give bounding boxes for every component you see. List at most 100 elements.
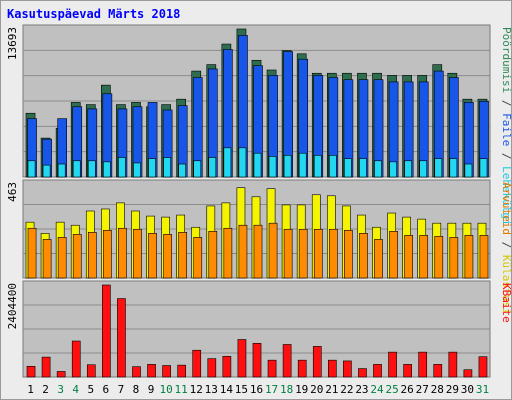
legend-entry: / <box>500 93 512 113</box>
bar-middle-arvuteid-day8 <box>133 228 142 279</box>
x-tick-label: 28 <box>431 383 444 396</box>
bar-bottom-kbaite-day8 <box>132 366 141 378</box>
bar-middle-arvuteid-day23 <box>359 233 368 279</box>
bar-top-lehekülgi-day5 <box>87 160 96 178</box>
bar-top-lehekülgi-day19 <box>298 152 307 178</box>
bar-middle-arvuteid-day15 <box>238 224 248 279</box>
legend-entry: / <box>500 146 512 166</box>
x-tick-label: 16 <box>250 383 263 396</box>
bar-bottom-kbaite-day15 <box>237 339 247 378</box>
bar-bottom-kbaite-day3 <box>56 371 66 378</box>
x-tick-label: 20 <box>310 383 323 396</box>
legend-entry: Lehekülgi <box>500 166 512 226</box>
bar-top-lehekülgi-day2 <box>42 164 51 178</box>
bar-top-lehekülgi-day10 <box>163 157 171 178</box>
bar-top-lehekülgi-day13 <box>208 157 217 178</box>
bar-top-lehekülgi-day1 <box>27 160 36 178</box>
bar-middle-arvuteid-day10 <box>163 234 172 279</box>
bar-top-lehekülgi-day29 <box>449 158 458 178</box>
x-tick-label: 30 <box>461 383 474 396</box>
bar-top-lehekülgi-day11 <box>178 163 187 178</box>
bar-bottom-kbaite-day21 <box>327 359 337 378</box>
x-tick-label: 4 <box>72 383 79 396</box>
bar-bottom-kbaite-day12 <box>192 349 202 378</box>
bar-bottom-kbaite-day7 <box>117 298 126 378</box>
legend-entry: Faile <box>500 113 512 146</box>
bar-bottom-kbaite-day18 <box>282 344 292 378</box>
x-tick-label: 27 <box>416 383 429 396</box>
bar-middle-arvuteid-day26 <box>404 235 413 279</box>
bar-top-lehekülgi-day16 <box>253 152 262 178</box>
bar-middle-arvuteid-day2 <box>42 239 52 279</box>
ymax-label-top: 13693 <box>6 27 19 60</box>
bar-top-lehekülgi-day17 <box>268 156 277 178</box>
x-tick-label: 15 <box>235 383 248 396</box>
bar-top-lehekülgi-day9 <box>148 158 156 178</box>
chart-title: Kasutuspäevad Märts 2018 <box>7 7 181 21</box>
bar-middle-arvuteid-day4 <box>72 234 82 279</box>
bar-middle-arvuteid-day25 <box>389 231 398 279</box>
ymax-label-middle: 463 <box>6 182 19 202</box>
bar-top-lehekülgi-day24 <box>374 160 382 178</box>
bar-bottom-kbaite-day25 <box>388 351 397 378</box>
bar-top-lehekülgi-day27 <box>419 160 428 178</box>
legend-entry: Arvuteid <box>500 182 512 235</box>
x-tick-label: 9 <box>148 383 155 396</box>
x-tick-label: 22 <box>340 383 353 396</box>
bar-middle-arvuteid-day22 <box>344 229 353 279</box>
x-tick-label: 23 <box>355 383 368 396</box>
ymax-label-bottom: 2404400 <box>6 283 19 329</box>
legend-entry: / <box>500 235 512 255</box>
x-tick-label: 29 <box>446 383 459 396</box>
bar-top-lehekülgi-day18 <box>283 155 292 178</box>
bar-top-lehekülgi-day14 <box>223 147 232 178</box>
bar-bottom-kbaite-day29 <box>448 351 458 378</box>
bar-middle-arvuteid-day3 <box>57 237 67 279</box>
bar-top-lehekülgi-day15 <box>238 147 247 178</box>
bar-middle-arvuteid-day14 <box>223 227 233 279</box>
bar-top-lehekülgi-day31 <box>479 158 488 178</box>
bar-bottom-kbaite-day1 <box>26 365 36 378</box>
x-tick-label: 26 <box>401 383 414 396</box>
bar-bottom-kbaite-day17 <box>267 359 277 378</box>
bar-bottom-kbaite-day20 <box>312 346 322 378</box>
bar-bottom-kbaite-day30 <box>463 369 473 378</box>
x-tick-label: 21 <box>325 383 338 396</box>
bar-middle-arvuteid-day7 <box>118 227 127 279</box>
bar-middle-arvuteid-day28 <box>434 236 444 279</box>
bar-middle-arvuteid-day20 <box>313 228 323 279</box>
bar-top-lehekülgi-day23 <box>359 158 367 178</box>
bar-middle-arvuteid-day9 <box>148 233 157 279</box>
x-tick-label: 6 <box>103 383 110 396</box>
bar-middle-arvuteid-day24 <box>374 239 383 279</box>
bar-top-lehekülgi-day26 <box>404 160 412 178</box>
bar-bottom-kbaite-day2 <box>41 356 51 378</box>
bar-middle-arvuteid-day30 <box>464 235 474 279</box>
bar-bottom-kbaite-day24 <box>373 364 382 378</box>
bar-middle-arvuteid-day18 <box>283 228 293 279</box>
bar-bottom-kbaite-day27 <box>418 351 428 378</box>
x-tick-label: 12 <box>190 383 203 396</box>
x-tick-label: 7 <box>118 383 125 396</box>
legend-entry: KBaite <box>500 283 512 323</box>
bar-middle-arvuteid-day5 <box>87 232 97 279</box>
bar-middle-arvuteid-day6 <box>103 229 112 279</box>
bar-middle-arvuteid-day16 <box>253 224 263 279</box>
x-tick-label: 11 <box>175 383 188 396</box>
bar-bottom-kbaite-day9 <box>147 364 156 378</box>
legend-middle: Arvuteid / Külastusi <box>500 182 512 314</box>
bar-top-lehekülgi-day25 <box>389 161 397 178</box>
bar-bottom-kbaite-day31 <box>478 356 488 378</box>
x-tick-label: 2 <box>42 383 49 396</box>
bar-top-lehekülgi-day20 <box>313 155 322 178</box>
bar-middle-arvuteid-day21 <box>328 228 338 279</box>
bar-middle-arvuteid-day13 <box>208 231 218 279</box>
bar-bottom-kbaite-day19 <box>297 359 307 378</box>
bar-top-lehekülgi-day6 <box>103 161 111 178</box>
x-tick-label: 3 <box>57 383 64 396</box>
bar-top-lehekülgi-day21 <box>328 155 337 178</box>
bar-top-lehekülgi-day8 <box>133 162 141 178</box>
x-tick-label: 1 <box>27 383 34 396</box>
bar-top-lehekülgi-day22 <box>344 158 352 178</box>
